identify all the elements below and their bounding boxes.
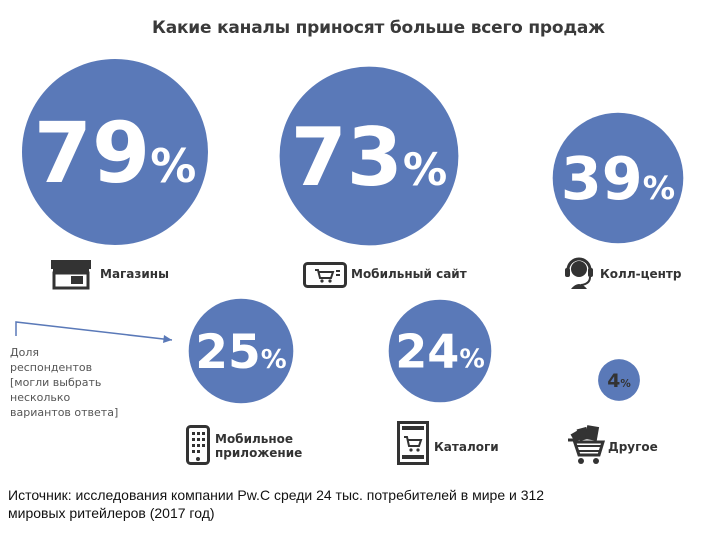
- note-arrow: [15, 321, 173, 343]
- source-line-2: мировых ритейлеров (2017 год): [8, 505, 215, 521]
- respondents-note: Доля респондентов [могли выбрать несколь…: [10, 345, 150, 420]
- value-label-call-center: 39%: [561, 144, 675, 213]
- label-catalogs: Каталоги: [434, 440, 499, 454]
- label-mobile-app-line2: приложение: [215, 446, 303, 460]
- bubble-call-center: [552, 112, 684, 244]
- chart-title: Какие каналы приносят больше всего прода…: [152, 18, 605, 38]
- note-line-3: [могли выбрать: [10, 376, 102, 389]
- mobile-site-icon: [303, 262, 347, 288]
- label-mobile-app: Мобильное приложение: [215, 432, 302, 460]
- label-mobile-app-line1: Мобильное: [215, 432, 294, 446]
- note-line-1: Доля: [10, 346, 39, 359]
- label-other: Другое: [608, 440, 658, 454]
- label-stores: Магазины: [100, 267, 169, 281]
- value-label-stores: 79%: [34, 104, 197, 202]
- smartphone-icon: [186, 425, 210, 465]
- catalog-icon: [397, 421, 429, 465]
- store-icon: [51, 260, 91, 290]
- value-label-other: 4%: [607, 371, 631, 392]
- note-line-5: вариантов ответа]: [10, 406, 119, 419]
- bubble-mobile-site: [279, 66, 459, 246]
- label-call-center: Колл-центр: [600, 267, 682, 281]
- bubble-catalogs: [388, 299, 492, 403]
- headset-icon: [565, 257, 593, 289]
- cart-icon: [568, 425, 606, 464]
- value-label-catalogs: 24%: [395, 325, 485, 379]
- note-line-4: несколько: [10, 391, 71, 404]
- bubble-stores: [22, 59, 208, 245]
- label-mobile-site: Мобильный сайт: [351, 267, 467, 281]
- bubble-mobile-app: [188, 298, 294, 404]
- value-label-mobile-site: 73%: [291, 110, 447, 204]
- source-line-1: Источник: исследования компании Pw.C сре…: [8, 487, 545, 503]
- value-label-mobile-app: 25%: [195, 325, 287, 380]
- source-footnote: Источник: исследования компании Pw.C сре…: [8, 486, 718, 522]
- note-line-2: респондентов: [10, 361, 93, 374]
- bubble-other: [598, 359, 640, 401]
